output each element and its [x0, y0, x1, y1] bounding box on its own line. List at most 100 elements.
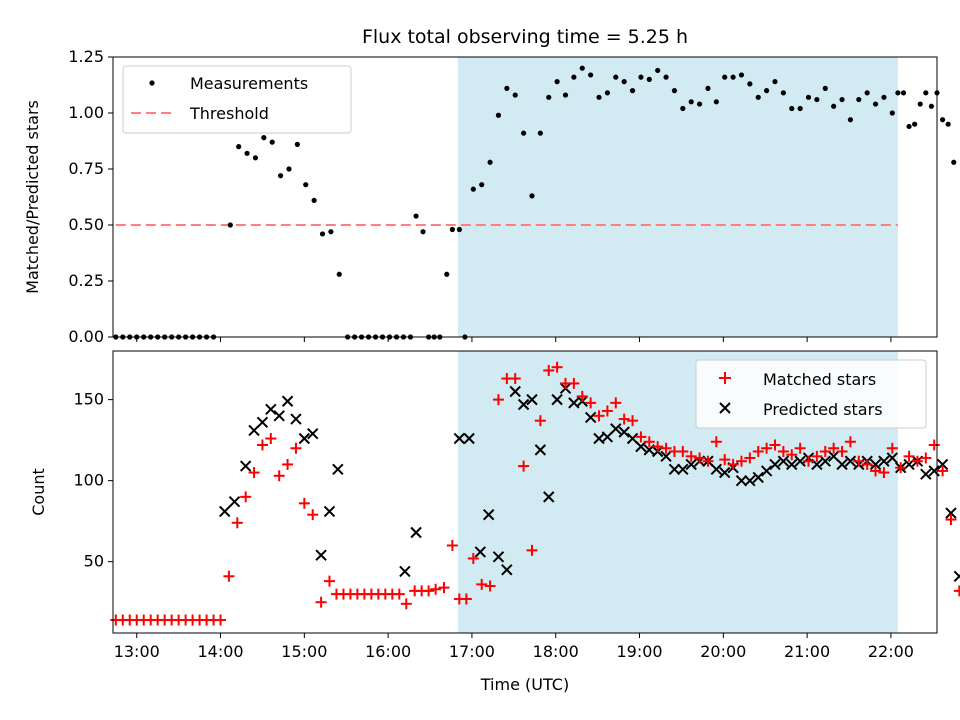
matched-point [231, 517, 243, 529]
predicted-point [685, 458, 697, 471]
matched-point [256, 439, 268, 451]
x-tick-label: 19:00 [616, 642, 662, 661]
matched-point [467, 552, 479, 564]
legend-threshold-label: Threshold [189, 104, 269, 123]
measurement-point [621, 79, 627, 85]
matched-point [315, 596, 327, 608]
matched-point [853, 455, 865, 467]
measurement-point [917, 101, 923, 107]
matched-point [769, 439, 781, 451]
matched-point [430, 583, 442, 595]
measurement-point [772, 79, 778, 85]
measurement-point [951, 159, 957, 165]
predicted-point [534, 444, 547, 456]
measurement-point [504, 85, 510, 91]
predicted-point [482, 508, 495, 521]
matched-point [551, 361, 563, 373]
predicted-point [410, 526, 422, 539]
matched-point [576, 390, 588, 402]
matched-point [694, 452, 706, 464]
x-axis-label: Time (UTC) [480, 675, 569, 694]
bottom-x-ticks: 13:00 14:00 15:00 16:00 17:00 18:00 19:00 20:00… [114, 633, 914, 661]
measurement-point [895, 90, 901, 96]
measurement-point [906, 123, 912, 130]
predicted-point [953, 570, 960, 582]
x-tick-label: 21:00 [784, 642, 830, 661]
legend-matched-label: Matched stars [763, 370, 876, 389]
measurement-point [900, 90, 907, 96]
matched-point [273, 470, 285, 482]
measurement-point [722, 74, 728, 80]
matched-point [870, 465, 882, 477]
measurement-point [755, 94, 761, 100]
predicted-point [936, 458, 949, 471]
predicted-point [618, 426, 630, 438]
measurement-point [881, 94, 887, 100]
predicted-point [568, 397, 580, 409]
matched-point [307, 509, 319, 521]
predicted-point [660, 450, 672, 463]
matched-point [727, 458, 739, 470]
matched-point [323, 575, 335, 587]
matched-point [828, 442, 840, 454]
chart-title: Flux total observing time = 5.25 h [362, 26, 688, 48]
predicted-point [760, 465, 773, 477]
measurement-point [236, 144, 242, 150]
matched-point [744, 452, 756, 464]
matched-point [534, 415, 546, 427]
predicted-point [517, 398, 530, 411]
matched-point [543, 364, 555, 376]
measurement-point [945, 121, 951, 127]
matched-point [685, 450, 697, 462]
legend-matched-marker [719, 372, 731, 384]
matched-point [215, 614, 227, 626]
matched-point [601, 405, 613, 417]
matched-point [492, 394, 504, 406]
matched-point [423, 585, 435, 597]
matched-point [794, 442, 806, 454]
predicted-point [273, 410, 285, 422]
measurement-point [923, 90, 929, 96]
matched-point [446, 539, 458, 551]
predicted-point [744, 474, 756, 487]
measurement-point [470, 186, 476, 192]
matched-point [777, 445, 789, 457]
matched-point [610, 397, 622, 409]
predicted-point [819, 455, 831, 467]
predicted-point [265, 403, 277, 416]
matched-point [920, 452, 932, 464]
measurement-point [629, 88, 636, 94]
bottom-y-ticks: 50 100 150 [73, 390, 113, 571]
predicted-point [551, 393, 563, 406]
predicted-point [453, 432, 466, 445]
predicted-point [677, 463, 689, 476]
observing-window-shade [457, 57, 898, 337]
y-tick-label: 0.00 [68, 327, 104, 346]
y-tick-label: 0.25 [68, 271, 104, 290]
measurement-point [831, 103, 837, 109]
legend-measurement-marker [149, 80, 155, 86]
predicted-point [769, 458, 781, 471]
y-tick-label: 1.00 [68, 103, 104, 122]
matched-point [652, 441, 664, 453]
predicted-point [710, 463, 723, 476]
predicted-point [735, 474, 748, 487]
measurement-point [604, 90, 611, 96]
measurement-point [730, 74, 736, 80]
measurement-point [655, 67, 661, 74]
matched-point [786, 449, 798, 461]
measurement-point [638, 74, 644, 80]
measurement-point [413, 213, 419, 219]
matched-point [803, 455, 815, 467]
matched-star-points [110, 361, 960, 626]
measurement-point [328, 229, 334, 235]
measurement-point [286, 166, 292, 172]
measurement-point [521, 130, 527, 136]
matched-point [928, 439, 940, 451]
matched-point [819, 445, 831, 457]
bottom-axes-frame [112, 350, 938, 634]
matched-point [895, 462, 907, 474]
measurement-point [512, 92, 518, 98]
measurement-point [420, 229, 426, 235]
predicted-point [584, 411, 597, 424]
